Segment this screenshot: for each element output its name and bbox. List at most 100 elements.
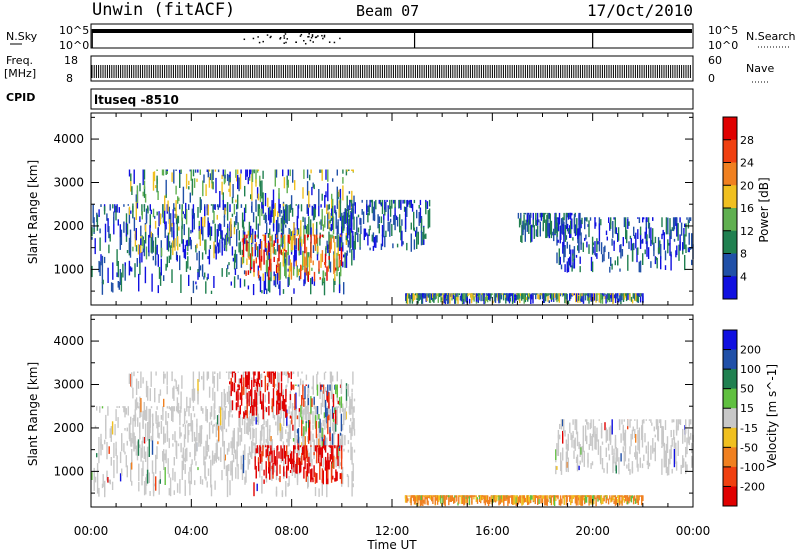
- velocity-cell: [333, 441, 335, 447]
- power-cell: [294, 235, 296, 246]
- power-cell: [558, 248, 560, 265]
- power-cell: [164, 195, 166, 211]
- power-cell: [212, 204, 214, 213]
- power-cell: [192, 169, 195, 177]
- velocity-cell: [155, 411, 157, 424]
- velocity-cell: [327, 452, 329, 471]
- power-cell: [238, 230, 240, 241]
- velocity-cell: [489, 496, 491, 504]
- power-cell: [339, 198, 342, 217]
- velocity-cell: [565, 439, 568, 450]
- velocity-cell: [546, 496, 548, 504]
- power-cell: [124, 263, 126, 266]
- power-cell: [298, 252, 300, 256]
- power-colorbar-band: [723, 230, 737, 254]
- power-cell: [444, 298, 447, 303]
- velocity-cell: [420, 500, 422, 506]
- power-cell: [688, 217, 690, 223]
- velocity-cell: [206, 371, 208, 381]
- velocity-cell: [438, 495, 440, 503]
- power-cell: [438, 293, 441, 297]
- power-cell: [123, 204, 125, 207]
- power-cell: [575, 254, 578, 258]
- velocity-cell: [111, 481, 114, 490]
- velocity-cell: [636, 419, 638, 430]
- velocity-cell: [594, 426, 596, 438]
- velocity-cell: [288, 373, 290, 378]
- power-cell: [549, 293, 552, 299]
- power-cell: [329, 234, 331, 242]
- power-cell: [391, 223, 393, 236]
- power-cell: [199, 197, 201, 213]
- power-cell: [404, 213, 407, 230]
- velocity-cell: [173, 406, 175, 412]
- power-cell: [579, 266, 581, 273]
- velocity-cell: [244, 371, 246, 373]
- velocity-cell: [350, 399, 352, 415]
- velocity-cell: [573, 495, 576, 497]
- power-cell: [569, 256, 571, 266]
- velocity-cell: [184, 479, 186, 496]
- velocity-cell: [187, 406, 189, 408]
- power-cell: [197, 207, 199, 218]
- power-cell: [229, 221, 231, 231]
- power-cell: [481, 293, 483, 295]
- power-cell: [339, 188, 342, 204]
- power-cell: [113, 217, 115, 235]
- velocity-cell: [341, 473, 344, 479]
- power-cell: [306, 224, 309, 241]
- power-cell: [207, 221, 209, 238]
- power-cell: [441, 297, 443, 301]
- velocity-cell: [513, 500, 515, 505]
- power-cell: [408, 200, 410, 205]
- velocity-cell: [177, 402, 180, 414]
- velocity-cell: [173, 385, 175, 401]
- velocity-cell: [519, 495, 522, 504]
- power-cell: [288, 205, 290, 221]
- power-cell: [152, 171, 155, 191]
- power-cell: [188, 227, 190, 247]
- power-cell: [653, 242, 655, 251]
- power-cell: [483, 293, 485, 305]
- velocity-cell: [224, 454, 226, 461]
- power-cell: [578, 222, 580, 235]
- velocity-cell: [210, 406, 213, 416]
- velocity-cell: [465, 495, 467, 503]
- velocity-cell: [350, 418, 352, 422]
- velocity-cell: [206, 450, 208, 457]
- power-cell: [319, 277, 321, 280]
- velocity-cell: [562, 419, 564, 427]
- velocity-cell: [202, 408, 204, 414]
- power-cell: [638, 261, 641, 272]
- velocity-cell: [171, 406, 173, 421]
- power-cell: [297, 205, 299, 219]
- velocity-cell: [308, 412, 311, 420]
- velocity-cell: [443, 495, 445, 505]
- velocity-cell: [286, 412, 288, 417]
- power-cell: [446, 293, 448, 296]
- power-cell: [170, 249, 172, 260]
- power-cell: [535, 293, 538, 295]
- power-cell: [277, 216, 279, 234]
- velocity-cell: [235, 391, 238, 401]
- velocity-cell: [128, 373, 131, 384]
- velocity-cell: [154, 388, 156, 403]
- velocity-cell: [164, 467, 166, 485]
- power-cell: [254, 234, 256, 239]
- velocity-cell: [135, 397, 138, 410]
- nsky-point: [322, 37, 324, 40]
- velocity-cell: [559, 434, 561, 440]
- velocity-cell: [133, 414, 135, 422]
- power-cell: [180, 169, 182, 173]
- power-cell: [265, 243, 268, 249]
- power-cell: [177, 236, 179, 251]
- velocity-cell: [285, 371, 287, 377]
- velocity-cell: [327, 384, 329, 396]
- velocity-cell: [483, 495, 485, 504]
- power-cell: [223, 215, 226, 227]
- power-cell: [229, 177, 231, 183]
- power-cell: [119, 269, 121, 285]
- velocity-cell: [301, 371, 303, 374]
- power-cell: [248, 169, 251, 178]
- power-cell: [292, 169, 294, 183]
